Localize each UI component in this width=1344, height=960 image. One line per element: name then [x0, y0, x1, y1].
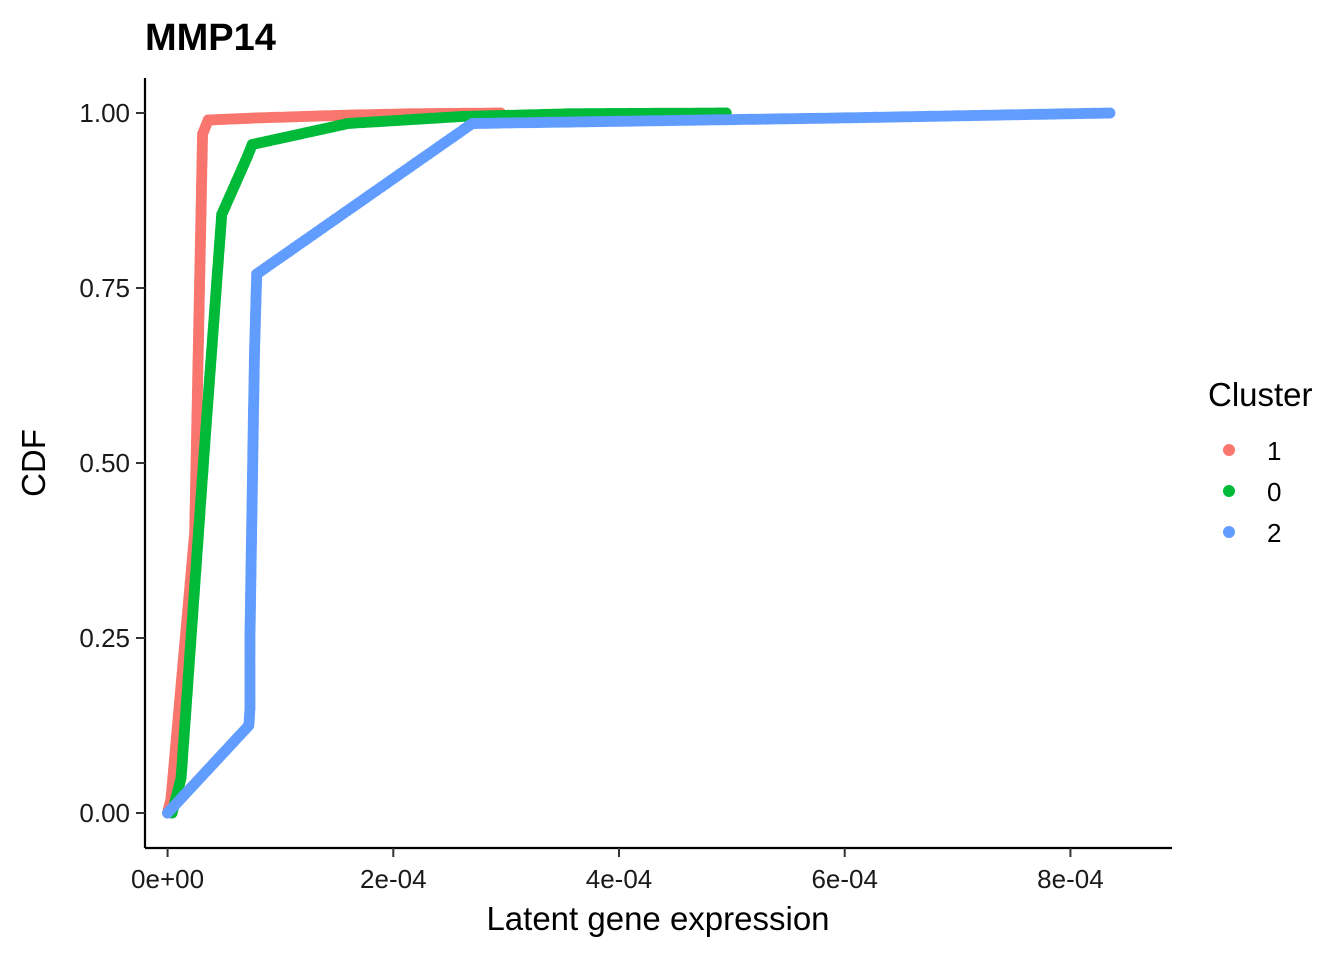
- legend-label: 1: [1267, 436, 1281, 466]
- x-axis-title: Latent gene expression: [486, 900, 829, 937]
- legend-label: 0: [1267, 477, 1281, 507]
- y-tick-label: 0.00: [79, 798, 130, 828]
- series-0: [166, 107, 732, 819]
- x-tick-label: 4e-04: [586, 864, 653, 894]
- series-2: [162, 107, 1116, 819]
- legend: Cluster 1 0 2: [1208, 376, 1313, 548]
- legend-key-0: [1223, 485, 1235, 497]
- x-tick-label: 6e-04: [811, 864, 878, 894]
- x-tick-label: 2e-04: [360, 864, 427, 894]
- y-axis-ticks: 0.00 0.25 0.50 0.75 1.00: [79, 98, 145, 828]
- y-axis-title: CDF: [15, 429, 52, 497]
- y-tick-label: 1.00: [79, 98, 130, 128]
- x-axis-ticks: 0e+00 2e-04 4e-04 6e-04 8e-04: [131, 848, 1104, 894]
- chart-title: MMP14: [145, 17, 276, 59]
- x-tick-label: 8e-04: [1037, 864, 1104, 894]
- y-tick-label: 0.50: [79, 448, 130, 478]
- x-tick-label: 0e+00: [131, 864, 204, 894]
- legend-title: Cluster: [1208, 376, 1313, 413]
- legend-label: 2: [1267, 518, 1281, 548]
- legend-key-2: [1223, 526, 1235, 538]
- data-marks: [162, 107, 1116, 819]
- y-tick-label: 0.25: [79, 623, 130, 653]
- data-point: [1104, 107, 1116, 119]
- y-tick-label: 0.75: [79, 273, 130, 303]
- legend-key-1: [1223, 444, 1235, 456]
